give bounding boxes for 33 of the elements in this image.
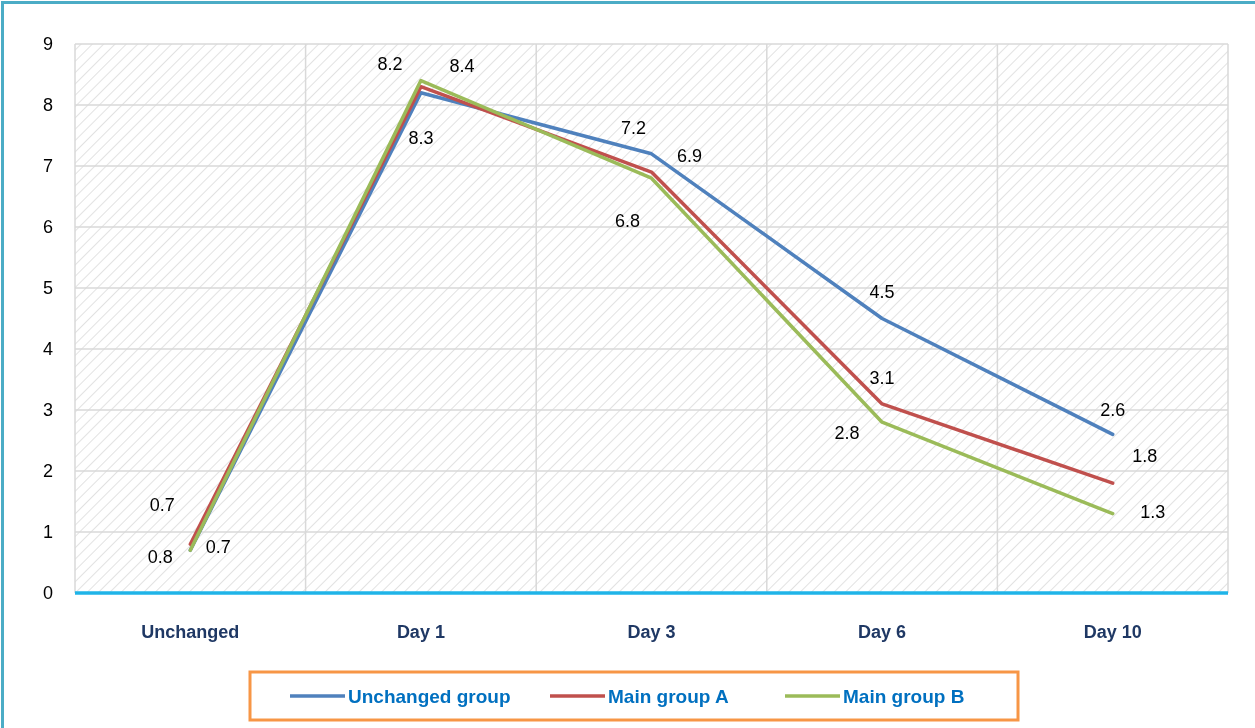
- y-tick-label: 2: [42, 461, 53, 482]
- y-tick-label: 9: [42, 34, 53, 55]
- legend-label: Main group A: [608, 685, 729, 707]
- x-tick-label: Unchanged: [141, 622, 240, 642]
- legend-label: Unchanged group: [348, 685, 511, 707]
- data-label: 8.3: [408, 128, 434, 148]
- x-tick-label: Day 6: [858, 622, 907, 642]
- data-label: 8.4: [449, 55, 475, 76]
- data-label: 0.7: [149, 494, 175, 515]
- data-label: 0.7: [205, 536, 231, 557]
- y-tick-label: 7: [42, 156, 53, 177]
- data-label: 6.9: [676, 146, 703, 167]
- data-label: 2.8: [834, 422, 860, 443]
- data-label: 0.8: [147, 546, 173, 567]
- data-label: 6.8: [614, 210, 641, 231]
- x-tick-label: Day 10: [1083, 622, 1142, 642]
- x-tick-label: Day 3: [627, 622, 676, 642]
- data-label: 1.3: [1140, 502, 1166, 522]
- y-tick-label: 1: [42, 522, 53, 543]
- y-tick-label: 3: [42, 400, 53, 421]
- data-label: 2.6: [1100, 399, 1126, 420]
- x-tick-label: Day 1: [396, 622, 445, 642]
- data-label: 8.2: [377, 54, 403, 75]
- data-label: 1.8: [1132, 445, 1158, 466]
- y-tick-label: 0: [42, 583, 53, 604]
- y-tick-label: 5: [42, 278, 53, 299]
- data-label: 7.2: [620, 118, 647, 139]
- data-label: 4.5: [869, 281, 895, 302]
- legend-label: Main group B: [843, 685, 965, 707]
- data-label: 3.1: [869, 368, 895, 389]
- y-tick-label: 4: [42, 339, 53, 360]
- y-tick-label: 8: [42, 95, 53, 116]
- y-tick-label: 6: [42, 217, 53, 238]
